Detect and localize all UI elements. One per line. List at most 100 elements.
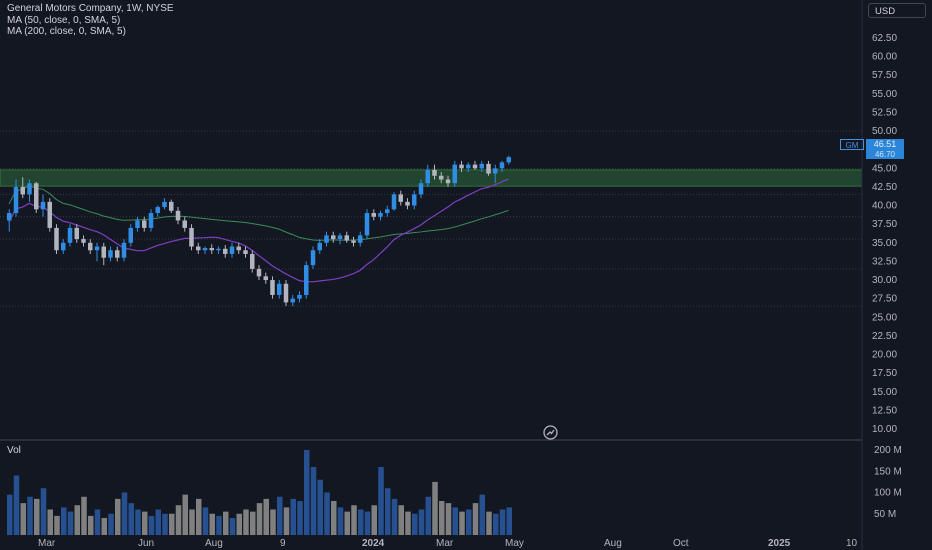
price-tick: 55.00 xyxy=(872,89,897,100)
price-tick: 25.00 xyxy=(872,312,897,323)
candle-body xyxy=(364,213,370,236)
volume-bar xyxy=(270,509,276,535)
legend-ma200[interactable]: MA (200, close, 0, SMA, 5) xyxy=(7,26,126,37)
candle-body xyxy=(67,227,73,243)
candle-body xyxy=(209,248,214,251)
volume-bar xyxy=(182,494,188,535)
volume-bar xyxy=(439,501,445,535)
candle-body xyxy=(452,164,457,184)
volume-bar xyxy=(209,513,215,535)
volume-bar xyxy=(202,507,209,535)
volume-bar xyxy=(378,467,384,535)
volume-bar xyxy=(364,511,371,535)
candle-body xyxy=(202,248,208,251)
volume-tick: 150 M xyxy=(874,466,902,477)
time-tick: Jun xyxy=(138,538,154,549)
price-tick: 37.50 xyxy=(872,219,897,230)
legend-ma50[interactable]: MA (50, close, 0, SMA, 5) xyxy=(7,14,121,26)
volume-bar xyxy=(506,507,512,535)
volume-bar xyxy=(196,498,202,535)
candle-body xyxy=(20,186,25,195)
candle-body xyxy=(472,164,478,169)
volume-bar xyxy=(162,513,168,535)
candle-body xyxy=(317,242,322,251)
volume-bar xyxy=(385,488,391,535)
volume-bar xyxy=(250,511,256,535)
candle-body xyxy=(88,242,93,251)
candle-body xyxy=(142,220,147,228)
volume-bar xyxy=(61,507,67,535)
candle-body xyxy=(499,162,505,169)
candle-body xyxy=(371,213,376,217)
volume-bar xyxy=(290,498,296,535)
volume-bar xyxy=(344,511,350,535)
volume-bar xyxy=(310,467,317,535)
candle-body xyxy=(344,235,349,241)
candle-body xyxy=(385,209,390,214)
candle-body xyxy=(236,246,241,251)
candle-body xyxy=(283,283,289,303)
candle-body xyxy=(162,201,167,208)
candle-body xyxy=(337,235,343,240)
volume-bar xyxy=(277,496,283,535)
volume-bar xyxy=(412,513,418,535)
last-price-tag: 46.51 xyxy=(866,139,904,150)
volume-bar xyxy=(472,503,479,535)
volume-bar xyxy=(283,507,290,535)
candle-body xyxy=(270,280,275,295)
time-tick: Mar xyxy=(38,538,56,549)
ma200-line xyxy=(8,184,509,241)
candle-body xyxy=(256,268,262,277)
volume-bar xyxy=(121,492,128,535)
candle-body xyxy=(459,164,464,169)
volume-bar xyxy=(223,511,229,535)
candle-body xyxy=(135,220,140,228)
volume-bar xyxy=(40,488,47,535)
volume-bar xyxy=(169,513,175,535)
candle-body xyxy=(445,179,451,184)
candle-body xyxy=(304,265,309,295)
candle-body xyxy=(169,201,174,211)
candle-body xyxy=(425,169,430,184)
price-axis[interactable]: 62.5060.0057.5055.0052.5050.0047.5045.00… xyxy=(872,33,897,435)
price-tick: 50.00 xyxy=(872,126,897,137)
volume-bar xyxy=(499,509,506,535)
candle-body xyxy=(74,227,79,240)
volume-bar xyxy=(297,501,303,535)
chart-legend: General Motors Company, 1W, NYSE MA (50,… xyxy=(7,3,174,38)
volume-bar xyxy=(466,509,472,535)
volume-label[interactable]: Vol xyxy=(7,445,21,456)
price-tick: 30.00 xyxy=(872,275,897,286)
volume-bar xyxy=(47,509,53,535)
volume-bar xyxy=(493,513,499,535)
candle-series[interactable] xyxy=(7,155,511,307)
support-resistance-zone xyxy=(0,169,863,187)
time-tick: Oct xyxy=(673,538,689,549)
volume-bar xyxy=(418,509,425,535)
volume-bar xyxy=(263,498,269,535)
candle-body xyxy=(47,201,52,228)
candle-body xyxy=(81,239,86,243)
legend-title[interactable]: General Motors Company, 1W, NYSE xyxy=(7,3,174,14)
volume-bar xyxy=(142,511,148,535)
time-tick: 9 xyxy=(280,538,286,549)
volume-bar xyxy=(479,494,485,535)
price-tick: 60.00 xyxy=(872,52,897,63)
volume-bar xyxy=(486,511,492,535)
volume-bar xyxy=(317,479,323,535)
price-tick: 52.50 xyxy=(872,107,897,118)
currency-button[interactable]: USD xyxy=(868,3,926,18)
candle-body xyxy=(101,246,106,258)
candle-body xyxy=(439,175,444,180)
candle-body xyxy=(155,207,160,214)
candle-body xyxy=(324,235,329,243)
ma50-line xyxy=(8,178,509,283)
volume-bar xyxy=(115,498,121,535)
time-axis[interactable]: Mar Jun Aug 9 2024 Mar May Aug Oct 2025 10 xyxy=(38,538,858,549)
candle-body xyxy=(358,235,363,243)
candle-body xyxy=(398,194,403,202)
candle-body xyxy=(148,213,154,228)
volume-bar xyxy=(13,475,20,535)
tradingview-logo-icon[interactable] xyxy=(542,425,559,440)
